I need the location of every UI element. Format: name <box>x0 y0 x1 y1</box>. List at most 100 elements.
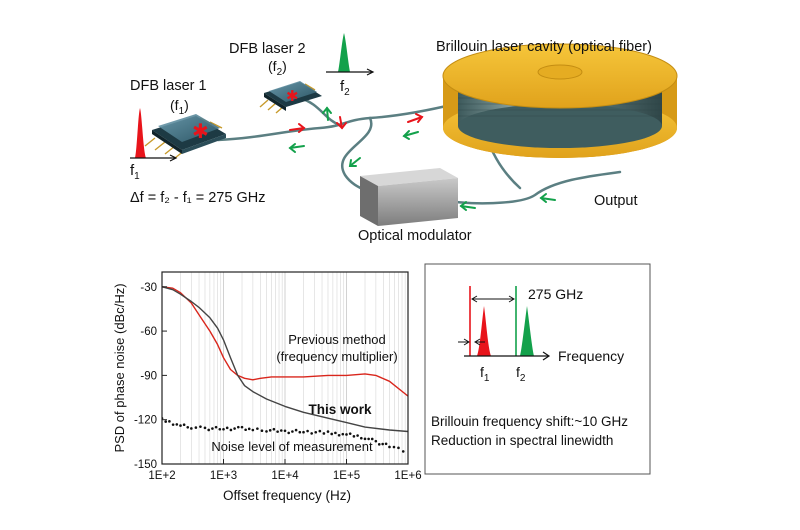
laser1-freq: (f1) <box>170 97 189 117</box>
laser1-emission-star: ✱ <box>192 119 209 143</box>
noise-level-point <box>356 434 359 437</box>
previous-method-line <box>162 286 408 397</box>
noise-level-point <box>370 437 374 441</box>
y-tick-label: -90 <box>140 370 157 382</box>
noise-level-point <box>222 427 225 431</box>
noise-level-point <box>314 430 318 434</box>
noise-level-point <box>341 432 345 436</box>
spectrum-note-shift: Brillouin frequency shift:~10 GHz <box>431 414 628 429</box>
spectrum-spacing-label: 275 GHz <box>528 286 584 302</box>
noise-level-point <box>345 433 348 436</box>
this-work-line <box>162 286 408 433</box>
dfb-laser-2-chip: ✱ <box>259 81 322 114</box>
spectrum-box-frame <box>424 263 651 475</box>
noise-level-point <box>179 424 182 427</box>
laser1-title: DFB laser 1 <box>130 78 207 94</box>
f1-peak-glyph <box>130 108 178 162</box>
laser1-freq-close: ) <box>184 97 189 113</box>
y-tick-label: -120 <box>134 415 157 427</box>
spectrum-f1-sub: 1 <box>483 372 490 384</box>
noise-level-point <box>244 428 247 432</box>
noise-level-point <box>374 439 378 443</box>
annotation-noise-level: Noise level of measurement <box>211 439 373 454</box>
noise-level-point <box>377 443 381 446</box>
noise-level-point <box>211 427 214 430</box>
spectrum-axis-label: Frequency <box>558 348 625 364</box>
noise-level-point <box>247 427 251 431</box>
noise-level-point <box>392 445 396 449</box>
noise-level-point <box>360 436 363 440</box>
noise-level-point <box>225 426 229 430</box>
noise-level-point <box>203 426 207 430</box>
f1-peak-label: f1 <box>130 162 140 182</box>
noise-level-point <box>218 427 222 431</box>
spectrum-f2-sub: 2 <box>519 372 526 384</box>
x-tick-label: 1E+6 <box>394 470 421 482</box>
noise-level-point <box>279 429 283 432</box>
minor-grid <box>180 272 406 464</box>
dfb-laser-1-chip: ✱ <box>144 114 226 159</box>
noise-level-point <box>260 429 264 433</box>
fiber-arrows <box>288 106 556 211</box>
noise-level-point <box>237 425 240 429</box>
noise-level-point <box>171 423 175 426</box>
phase-noise-chart: 1E+2 1E+3 1E+4 1E+5 1E+6 -30 -60 -90 -120 -150 PS… <box>112 271 422 503</box>
spectrum-f1-label: f1 <box>480 364 489 384</box>
noise-level-point <box>233 427 236 430</box>
f2-peak-sub: 2 <box>344 87 350 98</box>
noise-level-point <box>388 445 391 449</box>
laser2-freq: (f2) <box>268 58 287 78</box>
noise-level-point <box>287 431 291 435</box>
spectrum-f2-letter: f <box>516 364 520 380</box>
optical-modulator-box <box>360 168 458 226</box>
noise-level-point <box>240 425 244 429</box>
spectrum-note-linewidth: Reduction in spectral linewidth <box>431 433 614 448</box>
laser2-freq-close: ) <box>282 58 287 74</box>
f1-peak-letter: f <box>130 162 135 179</box>
noise-level-point <box>352 435 356 438</box>
delta-f-equation: Δf = f₂ - f₁ = 275 GHz <box>130 190 266 206</box>
noise-level-point <box>276 430 279 433</box>
annotation-this-work: This work <box>308 402 372 417</box>
spectrum-inset <box>424 263 651 475</box>
x-tick-label: 1E+4 <box>271 470 299 482</box>
noise-level-point <box>322 432 326 435</box>
f2-peak-label: f2 <box>340 78 350 98</box>
noise-level-point <box>306 429 309 433</box>
noise-level-point <box>256 427 259 430</box>
noise-level-point <box>190 427 193 430</box>
noise-level-point <box>318 429 322 433</box>
laser2-title: DFB laser 2 <box>229 41 306 57</box>
noise-level-point <box>229 428 233 432</box>
modulator-label: Optical modulator <box>358 228 472 244</box>
noise-level-point <box>272 427 276 431</box>
y-tick-label: -150 <box>134 459 157 471</box>
noise-level-point <box>310 432 313 435</box>
noise-level-point <box>207 428 210 432</box>
laser2-freq-open: (f <box>268 58 277 74</box>
noise-level-point <box>182 423 186 426</box>
noise-level-point <box>291 430 294 433</box>
noise-level-point <box>168 420 171 423</box>
f1-peak-sub: 1 <box>134 171 140 182</box>
x-axis-label: Offset frequency (Hz) <box>223 488 351 503</box>
x-tick-label: 1E+5 <box>333 470 360 482</box>
noise-level-point <box>397 446 400 450</box>
noise-level-point <box>268 429 272 432</box>
output-label: Output <box>594 193 638 209</box>
noise-level-point <box>251 428 255 432</box>
y-axis-label: PSD of phase noise (dBc/Hz) <box>112 283 127 452</box>
annotation-frequency-multiplier: (frequency multiplier) <box>276 349 397 364</box>
cavity-title: Brillouin laser cavity (optical fiber) <box>436 39 652 55</box>
spectrum-f1-letter: f <box>480 364 484 380</box>
noise-level-point <box>186 425 190 429</box>
noise-level-point <box>194 426 198 429</box>
laser2-freq-sub: 2 <box>276 66 283 78</box>
x-tick-label: 1E+2 <box>148 470 175 482</box>
x-tick-label: 1E+3 <box>210 470 237 482</box>
noise-level-point <box>367 437 370 441</box>
noise-level-point <box>298 430 302 434</box>
laser2-emission-star: ✱ <box>286 87 299 105</box>
noise-level-point <box>294 428 298 432</box>
noise-level-point <box>401 450 405 453</box>
